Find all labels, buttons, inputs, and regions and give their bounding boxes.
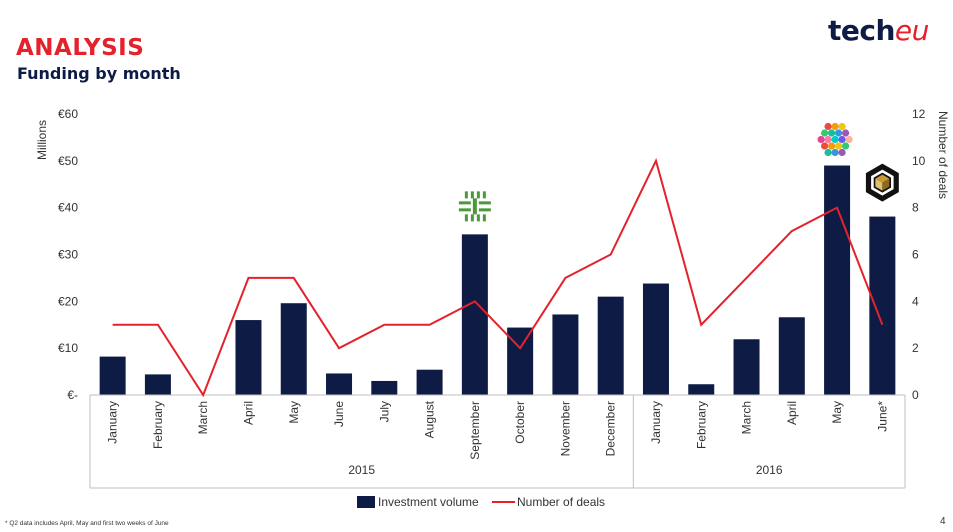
category-label: May	[830, 401, 844, 424]
colorful-hexagon-logo-icon	[817, 122, 853, 157]
left-tick-label: €-	[67, 388, 78, 402]
page-title: ANALYSIS	[16, 35, 145, 61]
category-label: May	[287, 401, 301, 424]
category-label: March	[740, 401, 754, 434]
black-cube-logo-icon	[865, 163, 899, 202]
legend-label-deals: Number of deals	[517, 495, 605, 509]
logo-text-tech: tech	[828, 14, 895, 47]
logo-text-eu: eu	[894, 14, 929, 47]
bar	[778, 317, 805, 395]
category-label: March	[196, 401, 210, 434]
right-tick-label: 8	[912, 201, 919, 215]
left-axis-title: Millions	[35, 120, 49, 160]
bar	[552, 314, 579, 395]
right-tick-label: 10	[912, 154, 926, 168]
bar	[824, 165, 851, 395]
bar	[642, 283, 669, 395]
right-tick-label: 12	[912, 107, 926, 121]
left-tick-label: €30	[58, 248, 78, 262]
left-tick-label: €10	[58, 341, 78, 355]
category-label: January	[649, 401, 663, 444]
bar	[688, 384, 715, 395]
green-cross-logo-icon	[458, 191, 491, 222]
category-label: September	[468, 401, 482, 460]
bar	[144, 374, 171, 395]
bar	[371, 380, 398, 395]
right-tick-label: 6	[912, 248, 919, 262]
bar	[280, 303, 307, 395]
bar	[416, 369, 443, 395]
bar	[733, 339, 760, 395]
page-number: 4	[940, 516, 946, 527]
category-label: April	[241, 401, 255, 425]
category-label: November	[558, 401, 572, 456]
bar	[597, 296, 624, 395]
right-tick-label: 4	[912, 294, 919, 308]
page-subtitle: Funding by month	[17, 64, 181, 83]
category-label: April	[785, 401, 799, 425]
legend-swatch-investment	[357, 496, 375, 508]
category-label: June*	[875, 401, 889, 432]
left-tick-label: €20	[58, 294, 78, 308]
category-label: July	[377, 401, 391, 422]
right-tick-label: 2	[912, 341, 919, 355]
category-label: January	[106, 401, 120, 444]
bar	[461, 234, 488, 395]
group-label: 2016	[756, 463, 783, 477]
footnote: * Q2 data includes April, May and first …	[5, 520, 169, 527]
bar	[326, 373, 353, 395]
category-label: June	[332, 401, 346, 427]
category-label: December	[604, 401, 618, 456]
bar	[235, 320, 262, 395]
techeu-logo: techeu	[828, 14, 929, 47]
category-label: February	[151, 401, 165, 449]
deals-line	[112, 158, 884, 398]
category-label: October	[513, 401, 527, 444]
bar	[869, 216, 896, 395]
left-tick-label: €40	[58, 201, 78, 215]
group-label: 2015	[348, 463, 375, 477]
left-tick-label: €60	[58, 107, 78, 121]
legend-label-investment: Investment volume	[378, 495, 479, 509]
right-axis-title: Number of deals	[936, 111, 950, 199]
bar	[99, 356, 126, 395]
right-tick-label: 0	[912, 388, 919, 402]
left-tick-label: €50	[58, 154, 78, 168]
category-label: August	[423, 400, 437, 438]
category-label: February	[694, 401, 708, 449]
